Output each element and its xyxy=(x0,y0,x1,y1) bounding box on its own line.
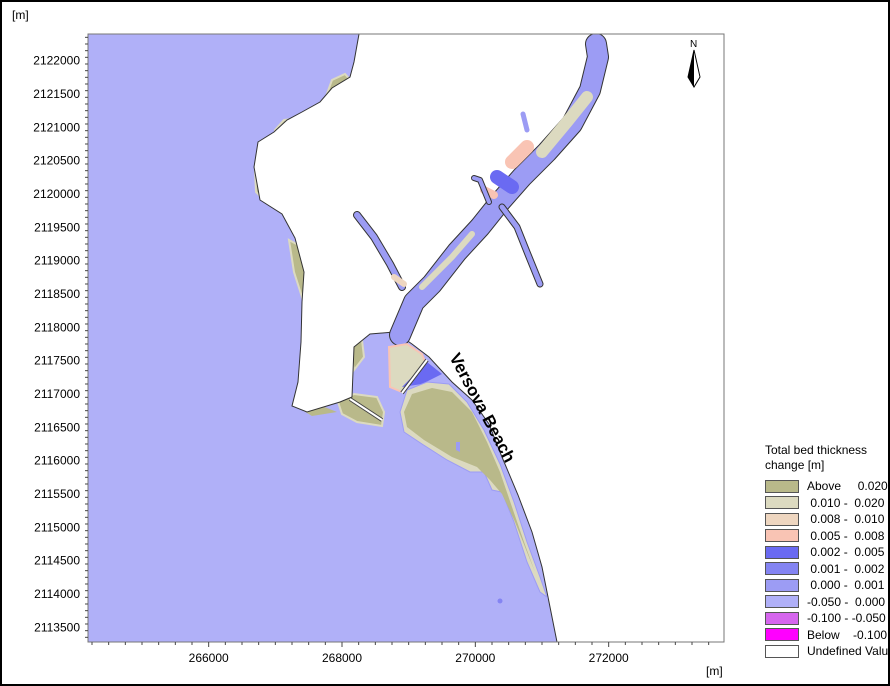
legend-entry: Above 0.020 xyxy=(765,478,888,495)
legend-label: 0.010 - 0.020 xyxy=(807,495,885,510)
legend-swatch xyxy=(765,611,799,625)
legend-swatch xyxy=(765,628,799,642)
y-tick-label: 2118000 xyxy=(34,320,80,334)
legend-entry: 0.000 - 0.001 xyxy=(765,577,888,594)
y-tick-label: 2115000 xyxy=(34,520,80,534)
legend-entry: 0.001 - 0.002 xyxy=(765,561,888,578)
creek xyxy=(353,34,609,346)
legend-label: 0.000 - 0.001 xyxy=(807,578,885,593)
x-tick-label: 268000 xyxy=(322,651,362,665)
north-arrow-icon: N xyxy=(687,39,701,88)
y-tick-label: 2113500 xyxy=(34,620,80,634)
y-tick-label: 2114500 xyxy=(34,554,80,568)
legend-swatch xyxy=(765,578,799,592)
y-tick-label: 2117500 xyxy=(34,354,80,368)
x-tick-label: 266000 xyxy=(189,651,229,665)
legend-label: 0.002 - 0.005 xyxy=(807,545,885,560)
y-tick-label: 2118500 xyxy=(34,287,80,301)
land-area xyxy=(253,34,724,642)
legend-label: 0.005 - 0.008 xyxy=(807,528,885,543)
legend-label: Below -0.100 xyxy=(807,627,888,642)
plot-frame xyxy=(87,33,725,643)
legend-label: Above 0.020 xyxy=(807,479,888,494)
legend-title: Total bed thickness change [m] xyxy=(765,443,868,472)
y-tick-label: 2120000 xyxy=(33,187,80,201)
y-tick-label: 2119000 xyxy=(34,254,80,268)
legend-swatch xyxy=(765,496,799,510)
y-tick-label: 2121500 xyxy=(33,87,80,101)
legend-label: 0.008 - 0.010 xyxy=(807,512,885,527)
legend-label: -0.100 - -0.050 xyxy=(807,611,886,626)
legend-entry: -0.100 - -0.050 xyxy=(765,610,888,627)
y-tick-label: 2116500 xyxy=(34,420,80,434)
x-tick-label: 270000 xyxy=(455,651,495,665)
legend-swatch xyxy=(765,512,799,526)
y-tick-label: 2120500 xyxy=(33,154,80,168)
y-tick-label: 2115500 xyxy=(34,487,80,501)
legend-entry: Below -0.100 xyxy=(765,627,888,644)
legend-swatch xyxy=(765,644,799,658)
legend-entry: 0.008 - 0.010 xyxy=(765,511,888,528)
y-tick-label: 2116000 xyxy=(34,454,80,468)
legend-swatch xyxy=(765,545,799,559)
legend-swatch xyxy=(765,562,799,576)
y-tick-label: 2114000 xyxy=(34,587,80,601)
legend-swatch xyxy=(765,529,799,543)
y-tick-label: 2119500 xyxy=(34,220,80,234)
legend-entry: 0.002 - 0.005 xyxy=(765,544,888,561)
legend-label: Undefined Value xyxy=(807,644,890,659)
legend-entry: 0.010 - 0.020 xyxy=(765,495,888,512)
legend: Total bed thickness change [m] Above 0.0… xyxy=(765,443,890,660)
legend-entry: -0.050 - 0.000 xyxy=(765,594,888,611)
x-tick-label: 272000 xyxy=(589,651,629,665)
svg-text:N: N xyxy=(690,39,697,50)
y-tick-label: 2122000 xyxy=(33,54,80,68)
y-tick-label: 2121000 xyxy=(33,120,80,134)
legend-entry: 0.005 - 0.008 xyxy=(765,528,888,545)
legend-label: 0.001 - 0.002 xyxy=(807,561,885,576)
legend-label: -0.050 - 0.000 xyxy=(807,594,886,609)
legend-entry: Undefined Value xyxy=(765,643,890,660)
legend-swatch xyxy=(765,479,799,493)
y-axis-unit: [m] xyxy=(12,8,29,22)
x-axis-unit: [m] xyxy=(706,664,723,678)
legend-swatch xyxy=(765,595,799,609)
y-tick-label: 2117000 xyxy=(34,387,80,401)
